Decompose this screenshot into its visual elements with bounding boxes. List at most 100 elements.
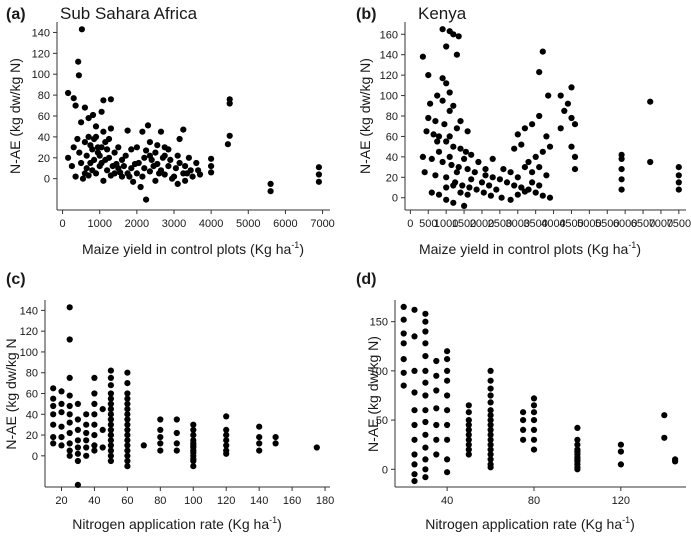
data-point [107, 442, 114, 449]
data-point [400, 316, 407, 323]
data-point [400, 369, 407, 376]
x-tick-label: 2500 [488, 218, 512, 230]
data-point [193, 159, 200, 167]
data-point [75, 58, 82, 65]
data-point [411, 367, 418, 374]
panel-letter: (b) [356, 6, 376, 23]
data-point [514, 131, 521, 138]
y-tick-label: 40 [26, 409, 38, 421]
y-tick-label: 80 [386, 111, 398, 123]
data-point [482, 172, 489, 179]
data-point [66, 452, 73, 459]
data-point [453, 51, 460, 58]
data-point [448, 161, 455, 169]
data-point [128, 146, 135, 153]
data-point [124, 426, 131, 433]
data-point [571, 166, 579, 173]
x-tick-label: 1500 [452, 218, 476, 230]
data-point [144, 122, 152, 129]
data-point [115, 144, 122, 151]
data-point [183, 170, 191, 177]
data-point [50, 440, 57, 447]
data-point [422, 418, 429, 426]
x-axis-label: Maize yield in control plots (Kg ha-1) [82, 240, 304, 257]
data-point [461, 202, 468, 209]
data-point [223, 450, 230, 457]
data-point [107, 432, 114, 439]
x-tick-label: 7000 [310, 218, 334, 230]
x-tick-label: 6500 [631, 218, 655, 230]
data-point [74, 444, 81, 451]
y-tick-label: 60 [38, 111, 50, 123]
data-point [439, 75, 446, 82]
panel-b: 0 20 40 60 80 100 120 140 160 0 500100015002000250… [356, 4, 691, 257]
data-point [450, 102, 457, 109]
data-point [111, 170, 118, 177]
data-point [443, 174, 450, 181]
data-point [411, 461, 418, 468]
data-point [411, 407, 418, 414]
data-point [536, 69, 543, 76]
data-point [78, 119, 85, 126]
data-point [141, 154, 148, 161]
data-point [176, 159, 183, 167]
y-tick-label: 20 [26, 430, 38, 442]
data-point [444, 469, 451, 476]
panel-c: 0 20 40 60 80 100 120 140 20 40 60 80 100 120 140 160 18… [3, 271, 334, 532]
data-point [434, 138, 441, 145]
y-axis-label: N-AE (kg dw/kg N) [357, 58, 373, 174]
data-point [471, 169, 478, 176]
data-point [461, 155, 468, 162]
data-point [439, 26, 446, 33]
data-point [107, 395, 114, 402]
data-point [315, 164, 322, 171]
data-point [107, 96, 114, 103]
data-point [190, 426, 197, 433]
data-point [444, 377, 451, 384]
data-point [400, 356, 407, 363]
data-point [530, 446, 538, 453]
data-point [617, 448, 625, 455]
data-point [568, 114, 575, 122]
data-point [487, 392, 494, 399]
x-tick-label: 120 [217, 495, 235, 507]
data-point [124, 442, 131, 449]
data-point [107, 406, 114, 413]
data-point [473, 186, 480, 193]
data-point [130, 178, 137, 185]
data-point [561, 107, 568, 114]
data-point [400, 303, 407, 310]
data-point [58, 442, 65, 449]
x-tick-label: 1000 [87, 218, 111, 230]
data-point [557, 125, 564, 132]
data-point [66, 336, 73, 343]
data-point [76, 149, 83, 156]
x-tick-label: 100 [184, 495, 202, 507]
y-tick-label: 40 [386, 152, 398, 164]
data-point [157, 434, 164, 441]
data-point [618, 155, 625, 162]
data-point [487, 385, 494, 392]
data-point [443, 184, 450, 191]
data-point [102, 156, 109, 163]
data-point [411, 389, 418, 396]
data-point [83, 165, 90, 172]
data-point [574, 424, 581, 431]
data-point [91, 421, 98, 428]
data-point [422, 379, 429, 386]
data-point [99, 426, 106, 433]
data-point [107, 421, 114, 428]
data-point [520, 426, 527, 433]
data-point [99, 444, 106, 451]
data-point [443, 43, 450, 50]
data-point [675, 186, 682, 193]
data-point [107, 374, 114, 381]
data-point [133, 144, 140, 151]
panel-a: 0 20 40 60 80 100 120 140 0 1000 2000 3000 4000 5000 6… [6, 4, 335, 257]
data-point [180, 126, 187, 133]
data-point [487, 426, 494, 433]
data-point [514, 191, 521, 198]
data-point [157, 447, 164, 454]
data-point [140, 442, 147, 449]
data-point [444, 407, 451, 414]
